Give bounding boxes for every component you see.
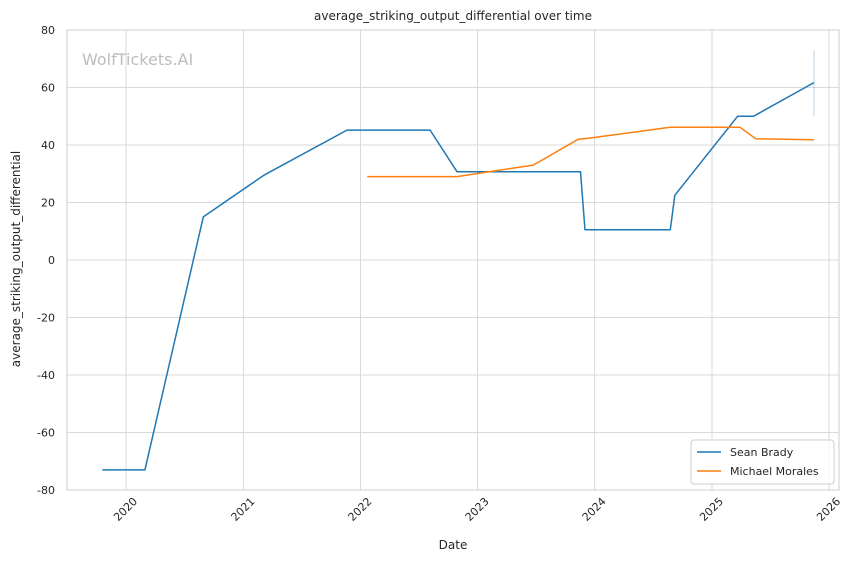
- y-tick-label: 80: [41, 24, 55, 37]
- y-tick-label: -80: [37, 484, 55, 497]
- plot-border: [66, 29, 840, 491]
- y-tick-label: -40: [37, 369, 55, 382]
- x-tick-label: 2026: [814, 495, 843, 524]
- x-tick-label: 2024: [580, 495, 609, 524]
- chart-title: average_striking_output_differential ove…: [314, 9, 592, 23]
- x-tick-label: 2022: [346, 495, 375, 524]
- y-tick-label: 40: [41, 139, 55, 152]
- x-tick-label: 2020: [111, 495, 140, 524]
- y-tick-label: -60: [37, 427, 55, 440]
- x-tick-labels: 2020 2021 2022 2023 2024 2025 2026: [111, 495, 843, 524]
- legend-label: Michael Morales: [730, 465, 819, 478]
- y-tick-label: 0: [48, 254, 55, 267]
- y-tick-label: -20: [37, 312, 55, 325]
- watermark: WolfTickets.AI: [82, 50, 193, 69]
- legend-label: Sean Brady: [730, 446, 794, 459]
- legend: Sean Brady Michael Morales: [690, 439, 835, 485]
- x-tick-label: 2025: [697, 495, 726, 524]
- series-line-2: [367, 126, 815, 178]
- series-line-1: [102, 81, 815, 471]
- y-axis-title: average_striking_output_differential: [9, 151, 23, 367]
- x-tick-label: 2021: [229, 495, 258, 524]
- x-axis-title: Date: [439, 538, 468, 552]
- x-tick-label: 2023: [463, 495, 492, 524]
- plot-frame: [66, 29, 840, 491]
- y-tick-label: 60: [41, 82, 55, 95]
- y-tick-label: 20: [41, 197, 55, 210]
- legend-box: [690, 439, 835, 485]
- y-tick-labels: -80 -60 -40 -20 0 20 40 60 80: [37, 24, 55, 497]
- series-layer: [102, 50, 815, 471]
